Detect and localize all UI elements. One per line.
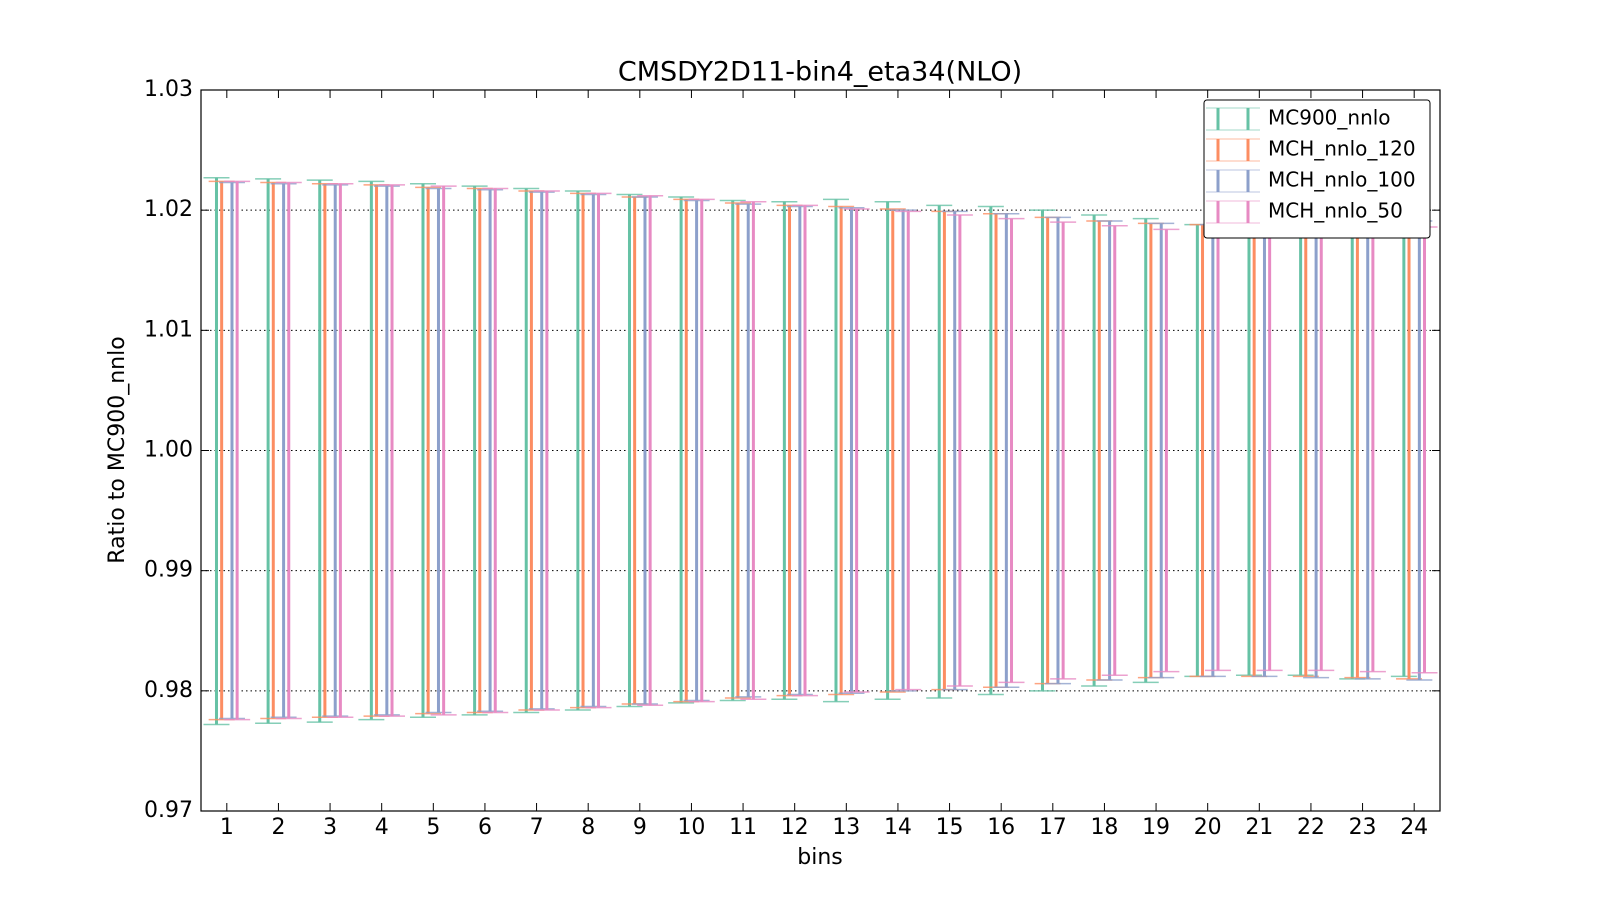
legend-label: MCH_nnlo_50 bbox=[1268, 199, 1403, 223]
x-tick-label: 23 bbox=[1349, 815, 1377, 840]
y-tick-label: 0.99 bbox=[144, 558, 193, 583]
x-tick-label: 21 bbox=[1245, 815, 1273, 840]
x-tick-label: 2 bbox=[271, 815, 285, 840]
legend-label: MCH_nnlo_100 bbox=[1268, 168, 1416, 192]
x-tick-label: 6 bbox=[478, 815, 492, 840]
x-tick-label: 1 bbox=[220, 815, 234, 840]
x-tick-label: 22 bbox=[1297, 815, 1325, 840]
x-tick-label: 12 bbox=[781, 815, 809, 840]
plot-frame bbox=[200, 89, 1441, 812]
y-tick-label: 0.98 bbox=[144, 678, 193, 703]
x-tick-label: 11 bbox=[729, 815, 757, 840]
y-tick-label: 1.03 bbox=[144, 77, 193, 102]
x-tick-label: 16 bbox=[987, 815, 1015, 840]
y-tick-label: 0.97 bbox=[144, 798, 193, 823]
y-axis-label: Ratio to MC900_nnlo bbox=[105, 336, 130, 563]
x-axis-label: bins bbox=[797, 845, 842, 870]
legend-box bbox=[1203, 99, 1431, 239]
legend-label: MC900_nnlo bbox=[1268, 106, 1391, 130]
y-tick-label: 1.00 bbox=[144, 438, 193, 463]
x-tick-label: 19 bbox=[1142, 815, 1170, 840]
x-tick-label: 24 bbox=[1400, 815, 1428, 840]
y-tick-label: 1.01 bbox=[144, 317, 193, 342]
x-tick-label: 10 bbox=[677, 815, 705, 840]
x-tick-label: 5 bbox=[426, 815, 440, 840]
x-tick-label: 13 bbox=[832, 815, 860, 840]
y-tick-label: 1.02 bbox=[144, 197, 193, 222]
x-tick-label: 8 bbox=[581, 815, 595, 840]
x-tick-label: 4 bbox=[375, 815, 389, 840]
x-tick-label: 20 bbox=[1194, 815, 1222, 840]
x-tick-label: 3 bbox=[323, 815, 337, 840]
x-tick-label: 7 bbox=[530, 815, 544, 840]
chart-title: CMSDY2D11-bin4_eta34(NLO) bbox=[618, 57, 1022, 88]
x-tick-label: 9 bbox=[633, 815, 647, 840]
x-tick-label: 14 bbox=[884, 815, 912, 840]
x-tick-label: 17 bbox=[1039, 815, 1067, 840]
legend-label: MCH_nnlo_120 bbox=[1268, 137, 1416, 161]
x-tick-label: 15 bbox=[936, 815, 964, 840]
x-tick-label: 18 bbox=[1090, 815, 1118, 840]
